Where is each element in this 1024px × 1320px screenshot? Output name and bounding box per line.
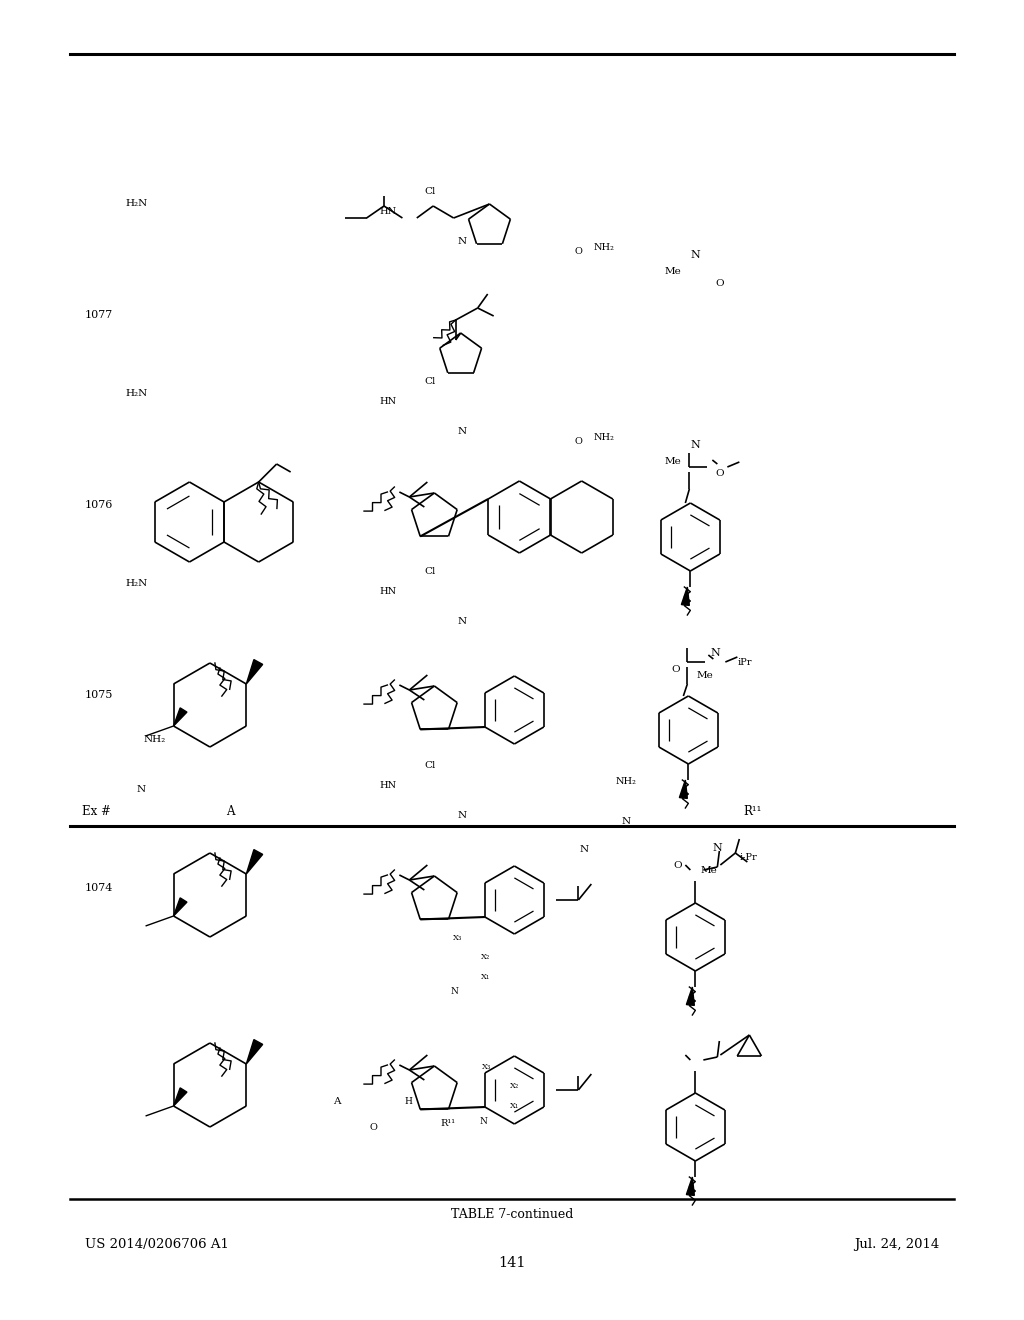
Text: X₁: X₁ bbox=[510, 1102, 519, 1110]
Text: N: N bbox=[711, 648, 720, 657]
Polygon shape bbox=[686, 1177, 694, 1196]
Text: Cl: Cl bbox=[425, 760, 436, 770]
Text: iPr: iPr bbox=[737, 659, 752, 668]
Polygon shape bbox=[686, 987, 694, 1006]
Text: O: O bbox=[574, 248, 583, 256]
Text: NH₂: NH₂ bbox=[143, 735, 166, 744]
Polygon shape bbox=[247, 660, 263, 684]
Text: N: N bbox=[713, 843, 722, 853]
Text: H₂N: H₂N bbox=[126, 579, 147, 589]
Text: Me: Me bbox=[701, 866, 718, 875]
Text: 1074: 1074 bbox=[85, 883, 114, 894]
Text: R¹¹: R¹¹ bbox=[743, 805, 762, 817]
Text: Cl: Cl bbox=[425, 187, 436, 197]
Text: HN: HN bbox=[380, 207, 397, 216]
Text: O: O bbox=[715, 279, 724, 288]
Text: Me: Me bbox=[697, 671, 714, 680]
Text: 1077: 1077 bbox=[85, 310, 114, 319]
Text: X₃: X₃ bbox=[482, 1063, 492, 1071]
Text: N: N bbox=[580, 845, 588, 854]
Polygon shape bbox=[173, 1088, 187, 1106]
Text: N: N bbox=[458, 428, 467, 437]
Polygon shape bbox=[173, 898, 187, 916]
Text: N: N bbox=[479, 1117, 487, 1126]
Polygon shape bbox=[173, 708, 187, 726]
Polygon shape bbox=[247, 850, 263, 874]
Text: O: O bbox=[671, 665, 680, 675]
Text: N: N bbox=[622, 817, 630, 825]
Text: TABLE 7-continued: TABLE 7-continued bbox=[451, 1208, 573, 1221]
Text: Jul. 24, 2014: Jul. 24, 2014 bbox=[854, 1238, 939, 1251]
Text: O: O bbox=[574, 437, 583, 446]
Text: N: N bbox=[458, 810, 467, 820]
Text: 1075: 1075 bbox=[85, 690, 114, 700]
Text: HN: HN bbox=[380, 780, 397, 789]
Text: 141: 141 bbox=[499, 1257, 525, 1270]
Text: N: N bbox=[137, 785, 146, 795]
Text: i-Pr: i-Pr bbox=[739, 854, 757, 862]
Text: Cl: Cl bbox=[425, 378, 436, 387]
Polygon shape bbox=[681, 587, 689, 606]
Text: US 2014/0206706 A1: US 2014/0206706 A1 bbox=[85, 1238, 229, 1251]
Text: X₁: X₁ bbox=[481, 973, 490, 981]
Text: H: H bbox=[404, 1097, 413, 1106]
Text: Me: Me bbox=[665, 457, 682, 466]
Text: Cl: Cl bbox=[425, 568, 436, 577]
Polygon shape bbox=[247, 1040, 263, 1064]
Text: Me: Me bbox=[665, 267, 682, 276]
Text: H₂N: H₂N bbox=[126, 389, 147, 399]
Text: X₂: X₂ bbox=[510, 1082, 519, 1090]
Text: O: O bbox=[370, 1123, 378, 1133]
Text: N: N bbox=[690, 440, 700, 450]
Text: NH₂: NH₂ bbox=[594, 433, 614, 442]
Text: 1076: 1076 bbox=[85, 500, 114, 510]
Text: A: A bbox=[334, 1097, 341, 1106]
Text: X₂: X₂ bbox=[481, 953, 490, 961]
Text: H₂N: H₂N bbox=[126, 199, 147, 209]
Text: Ex #: Ex # bbox=[82, 805, 111, 817]
Text: NH₂: NH₂ bbox=[615, 776, 636, 785]
Text: N: N bbox=[451, 987, 459, 997]
Text: HN: HN bbox=[380, 587, 397, 597]
Text: A: A bbox=[226, 805, 234, 817]
Polygon shape bbox=[679, 780, 687, 799]
Text: N: N bbox=[458, 238, 467, 247]
Text: N: N bbox=[690, 249, 700, 260]
Text: NH₂: NH₂ bbox=[594, 243, 614, 252]
Text: O: O bbox=[673, 861, 682, 870]
Text: HN: HN bbox=[380, 397, 397, 407]
Text: O: O bbox=[715, 469, 724, 478]
Text: X₃: X₃ bbox=[453, 935, 462, 942]
Text: R¹¹: R¹¹ bbox=[440, 1119, 456, 1129]
Text: N: N bbox=[458, 618, 467, 627]
